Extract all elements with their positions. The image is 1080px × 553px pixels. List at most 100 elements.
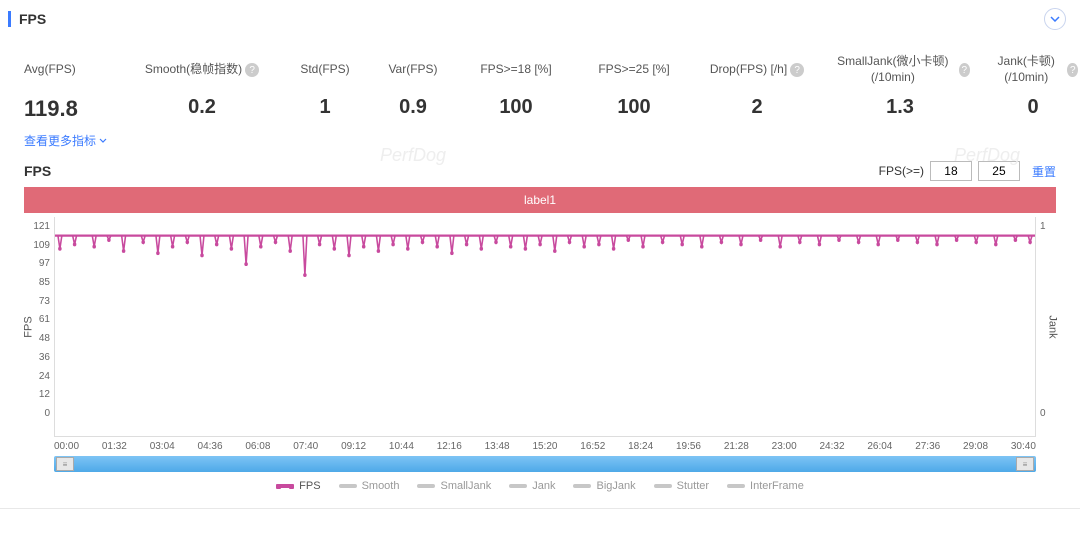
metric-label: SmallJank(微小卡顿)(/10min)? xyxy=(830,54,970,86)
metric-value: 119.8 xyxy=(24,96,114,122)
y-tick: 121 xyxy=(33,221,50,232)
x-tick: 19:56 xyxy=(676,441,701,452)
legend-item[interactable]: SmallJank xyxy=(417,480,491,492)
metric-value: 1 xyxy=(290,96,360,119)
metric-value: 2 xyxy=(702,96,812,119)
x-tick: 09:12 xyxy=(341,441,366,452)
plot[interactable] xyxy=(54,217,1036,437)
legend-swatch xyxy=(276,484,294,488)
collapse-button[interactable] xyxy=(1044,8,1066,30)
plot-area: FPS 121 109 97 85 73 61 48 36 24 12 0 1 0 Jank xyxy=(24,217,1056,437)
metric-value: 0 xyxy=(988,96,1078,119)
chart-header: FPS FPS(>=) 重置 xyxy=(24,161,1056,181)
metric-label: Std(FPS) xyxy=(290,54,360,86)
legend-label: Smooth xyxy=(362,480,400,492)
metric-value: 0.9 xyxy=(378,96,448,119)
x-tick: 04:36 xyxy=(198,441,223,452)
legend-item[interactable]: Stutter xyxy=(654,480,709,492)
legend-item[interactable]: InterFrame xyxy=(727,480,804,492)
y-tick: 24 xyxy=(39,371,50,382)
legend-item[interactable]: FPS xyxy=(276,480,320,492)
metric-fps18: FPS>=18 [%] 100 xyxy=(466,54,566,122)
x-tick: 18:24 xyxy=(628,441,653,452)
fps-filter: FPS(>=) 重置 xyxy=(879,161,1056,181)
legend-item[interactable]: Smooth xyxy=(339,480,400,492)
metric-var: Var(FPS) 0.9 xyxy=(378,54,448,122)
x-tick: 16:52 xyxy=(580,441,605,452)
metric-label: Avg(FPS) xyxy=(24,54,114,86)
metric-smooth: Smooth(稳帧指数)? 0.2 xyxy=(132,54,272,122)
x-tick: 21:28 xyxy=(724,441,749,452)
y-tick: 0 xyxy=(44,408,50,419)
fps-filter-label: FPS(>=) xyxy=(879,164,924,178)
chart-section: PerfDog PerfDog FPS FPS(>=) 重置 label1 FP… xyxy=(0,149,1080,508)
metric-value: 100 xyxy=(466,96,566,119)
reset-link[interactable]: 重置 xyxy=(1032,163,1056,180)
legend-swatch xyxy=(509,484,527,488)
legend-swatch xyxy=(727,484,745,488)
x-tick: 15:20 xyxy=(532,441,557,452)
y-tick: 0 xyxy=(1040,408,1046,419)
more-metrics-link[interactable]: 查看更多指标 xyxy=(24,132,107,149)
y-tick: 12 xyxy=(39,389,50,400)
legend-item[interactable]: BigJank xyxy=(573,480,635,492)
legend-label: Jank xyxy=(532,480,555,492)
x-tick: 03:04 xyxy=(150,441,175,452)
y-axis-right-label: Jank xyxy=(1046,315,1058,338)
chart-title: FPS xyxy=(24,163,51,179)
metric-drop: Drop(FPS) [/h]? 2 xyxy=(702,54,812,122)
card-title: FPS xyxy=(19,11,46,27)
time-scrollbar[interactable]: ≡ ≡ xyxy=(54,456,1036,472)
x-tick: 12:16 xyxy=(437,441,462,452)
x-tick: 01:32 xyxy=(102,441,127,452)
x-tick: 00:00 xyxy=(54,441,79,452)
metric-label: Var(FPS) xyxy=(378,54,448,86)
metric-label: FPS>=18 [%] xyxy=(466,54,566,86)
x-tick: 07:40 xyxy=(293,441,318,452)
fps-card: FPS Avg(FPS) 119.8 Smooth(稳帧指数)? 0.2 Std… xyxy=(0,0,1080,509)
plot-svg xyxy=(55,217,1035,436)
accent-bar xyxy=(8,11,11,27)
legend: FPS Smooth SmallJank Jank BigJank Stutter Inte… xyxy=(24,472,1056,502)
scroll-handle-left[interactable]: ≡ xyxy=(56,457,74,471)
y-tick: 61 xyxy=(39,314,50,325)
help-icon[interactable]: ? xyxy=(790,63,804,77)
scroll-handle-right[interactable]: ≡ xyxy=(1016,457,1034,471)
y-tick: 97 xyxy=(39,258,50,269)
y-tick: 109 xyxy=(33,240,50,251)
metric-std: Std(FPS) 1 xyxy=(290,54,360,122)
x-tick: 29:08 xyxy=(963,441,988,452)
metric-label: FPS>=25 [%] xyxy=(584,54,684,86)
metric-jank: Jank(卡顿)(/10min)? 0 xyxy=(988,54,1078,122)
y-axis-left-label: FPS xyxy=(23,316,35,337)
y-tick: 1 xyxy=(1040,221,1046,232)
metric-fps25: FPS>=25 [%] 100 xyxy=(584,54,684,122)
metric-avg: Avg(FPS) 119.8 xyxy=(24,54,114,122)
metric-label: Drop(FPS) [/h]? xyxy=(702,54,812,86)
metric-value: 100 xyxy=(584,96,684,119)
y-tick: 73 xyxy=(39,296,50,307)
legend-label: InterFrame xyxy=(750,480,804,492)
x-tick: 13:48 xyxy=(485,441,510,452)
x-tick: 23:00 xyxy=(772,441,797,452)
legend-label: BigJank xyxy=(596,480,635,492)
metric-label: Smooth(稳帧指数)? xyxy=(132,54,272,86)
fps-input-2[interactable] xyxy=(978,161,1020,181)
x-tick: 30:40 xyxy=(1011,441,1036,452)
metric-smalljank: SmallJank(微小卡顿)(/10min)? 1.3 xyxy=(830,54,970,122)
y-tick: 36 xyxy=(39,352,50,363)
y-tick: 48 xyxy=(39,333,50,344)
legend-swatch xyxy=(339,484,357,488)
legend-label: Stutter xyxy=(677,480,709,492)
card-header: FPS xyxy=(0,0,1080,38)
chart-label-bar: label1 xyxy=(24,187,1056,213)
x-axis: 00:0001:3203:0404:3606:0807:4009:1210:44… xyxy=(24,437,1056,452)
fps-input-1[interactable] xyxy=(930,161,972,181)
legend-swatch xyxy=(654,484,672,488)
help-icon[interactable]: ? xyxy=(245,63,259,77)
help-icon[interactable]: ? xyxy=(1067,63,1078,77)
y-tick: 85 xyxy=(39,277,50,288)
legend-item[interactable]: Jank xyxy=(509,480,555,492)
help-icon[interactable]: ? xyxy=(959,63,970,77)
x-tick: 26:04 xyxy=(867,441,892,452)
